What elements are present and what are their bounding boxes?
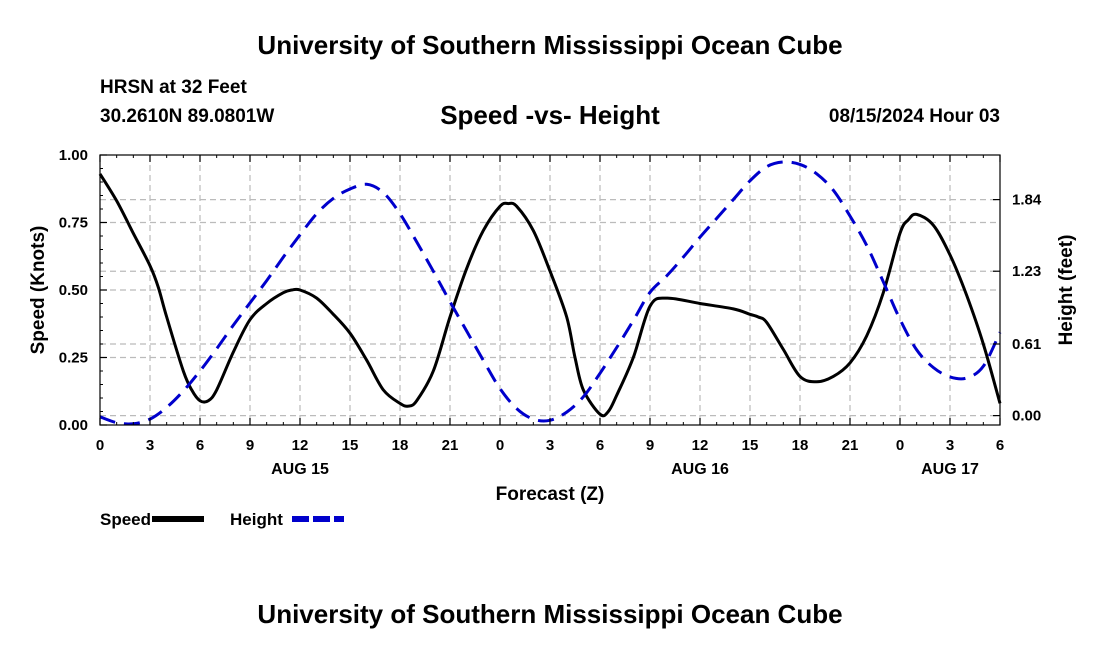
x-tick-label: 21 xyxy=(442,437,459,454)
y2-axis-label: Height (feet) xyxy=(1056,235,1077,346)
series-line-speed xyxy=(98,173,1002,418)
x-axis-label: Forecast (Z) xyxy=(496,484,605,505)
y-tick-label: 0.75 xyxy=(59,215,88,232)
main-title: University of Southern Mississippi Ocean… xyxy=(257,30,843,60)
y-tick-label: 0.00 xyxy=(59,417,88,434)
date-label: AUG 15 xyxy=(271,461,329,478)
x-tick-label: 18 xyxy=(792,437,809,454)
y2-tick-label: 1.84 xyxy=(1012,192,1042,209)
x-tick-label: 6 xyxy=(596,437,604,454)
x-tick-label: 6 xyxy=(196,437,204,454)
x-tick-label: 12 xyxy=(692,437,709,454)
x-tick-label: 15 xyxy=(342,437,359,454)
x-tick-label: 15 xyxy=(742,437,759,454)
legend-label-speed: Speed xyxy=(100,510,151,529)
date-label: AUG 17 xyxy=(921,461,979,478)
station-coordinates: 30.2610N 89.0801W xyxy=(100,106,275,127)
x-tick-label: 12 xyxy=(292,437,309,454)
run-time: 08/15/2024 Hour 03 xyxy=(828,106,1000,127)
x-tick-label: 9 xyxy=(246,437,254,454)
y-tick-label: 0.50 xyxy=(59,282,88,299)
x-tick-label: 3 xyxy=(546,437,554,454)
x-tick-label: 3 xyxy=(946,437,954,454)
x-tick-label: 21 xyxy=(842,437,859,454)
y2-tick-label: 0.00 xyxy=(1012,408,1041,425)
x-tick-label: 0 xyxy=(496,437,504,454)
legend-label-height: Height xyxy=(230,510,283,529)
x-tick-label: 3 xyxy=(146,437,154,454)
axes: 0 3 6 9 12 15 18 21 0 3 6 9 12 15 18 21 0 3 6 AUG 15 AUG 16 A… xyxy=(28,147,1077,505)
y2-tick-label: 1.23 xyxy=(1012,263,1041,280)
legend: Speed Height xyxy=(100,510,344,529)
x-tick-label: 0 xyxy=(96,437,104,454)
date-label: AUG 16 xyxy=(671,461,729,478)
grid xyxy=(100,155,1000,425)
footer-title: University of Southern Mississippi Ocean… xyxy=(257,599,843,629)
y-tick-label: 0.25 xyxy=(59,350,88,367)
x-tick-label: 9 xyxy=(646,437,654,454)
y2-tick-label: 0.61 xyxy=(1012,336,1041,353)
x-tick-label: 6 xyxy=(996,437,1004,454)
series-line-height xyxy=(99,160,1002,426)
y-axis-label: Speed (Knots) xyxy=(28,226,49,355)
x-tick-label: 0 xyxy=(896,437,904,454)
chart-title: Speed -vs- Height xyxy=(440,100,660,130)
series-layer xyxy=(98,160,1002,426)
station-name: HRSN at 32 Feet xyxy=(100,77,247,98)
y-tick-label: 1.00 xyxy=(59,147,88,164)
x-tick-label: 18 xyxy=(392,437,409,454)
